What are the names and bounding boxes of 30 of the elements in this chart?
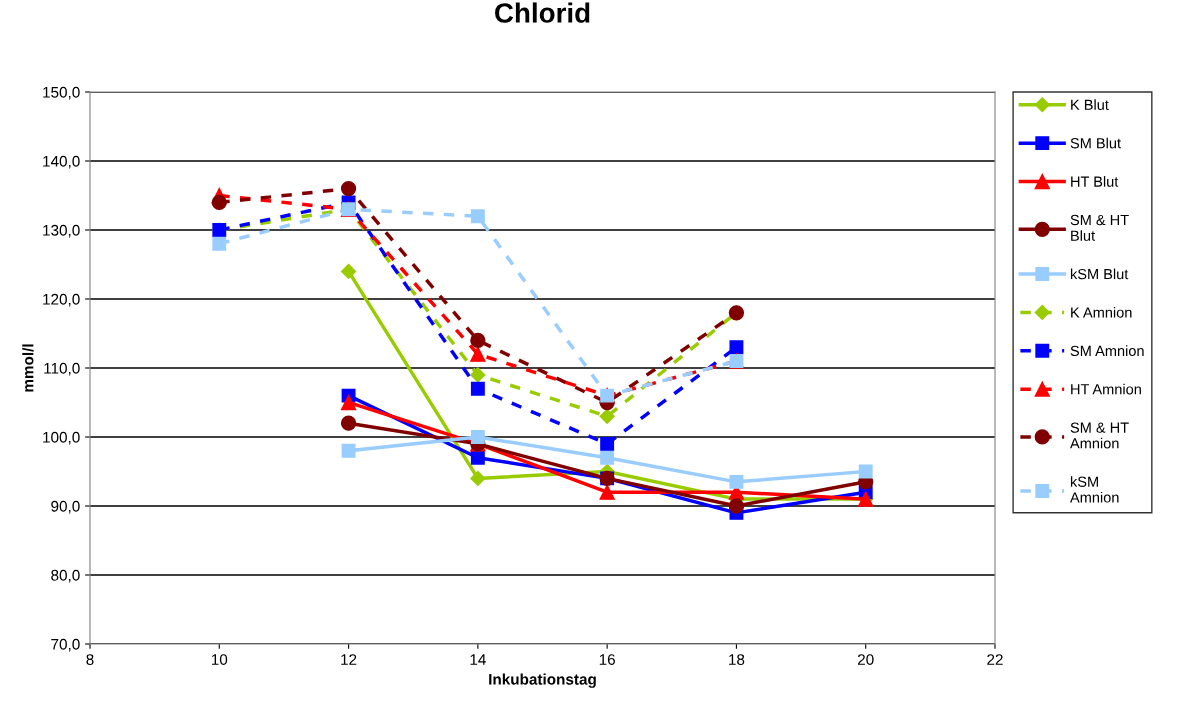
x-tick-label: 8: [86, 654, 94, 665]
x-tick-label: 16: [599, 654, 615, 665]
y-tick-label: 140,0: [43, 155, 80, 169]
y-tick-label: 80,0: [51, 569, 80, 583]
legend-label: SM & HT Amnion: [1070, 422, 1129, 449]
legend-label: SM Blut: [1070, 137, 1121, 149]
x-tick-label: 20: [857, 654, 874, 665]
x-tick-label: 18: [729, 654, 745, 665]
legend-label: K Amnion: [1071, 306, 1132, 318]
y-tick-label: 130,0: [43, 224, 80, 238]
chart-title: Chlorid: [495, 2, 590, 23]
x-tick-label: 14: [470, 654, 486, 665]
legend-label: K Blut: [1071, 99, 1109, 110]
legend-label: kSM Amnion: [1070, 476, 1119, 503]
y-tick-label: 70,0: [51, 638, 80, 652]
legend-label: kSM Blut: [1070, 268, 1129, 280]
y-tick-label: 110,0: [44, 362, 80, 376]
y-tick-label: 100,0: [43, 431, 80, 445]
y-axis-title: mmol/l: [22, 344, 34, 392]
legend-label: SM & HT Blut: [1070, 214, 1129, 241]
legend-label: HT Amnion: [1071, 383, 1141, 395]
legend-label: HT Blut: [1071, 176, 1119, 187]
legend-label: SM Amnion: [1070, 345, 1144, 357]
x-axis-title: Inkubationstag: [489, 673, 596, 688]
y-tick-label: 90,0: [51, 500, 80, 514]
y-tick-label: 150,0: [43, 86, 80, 100]
x-tick-label: 10: [211, 654, 228, 665]
x-tick-label: 12: [341, 654, 357, 665]
x-tick-label: 22: [987, 654, 1003, 665]
y-tick-label: 120,0: [43, 293, 80, 307]
